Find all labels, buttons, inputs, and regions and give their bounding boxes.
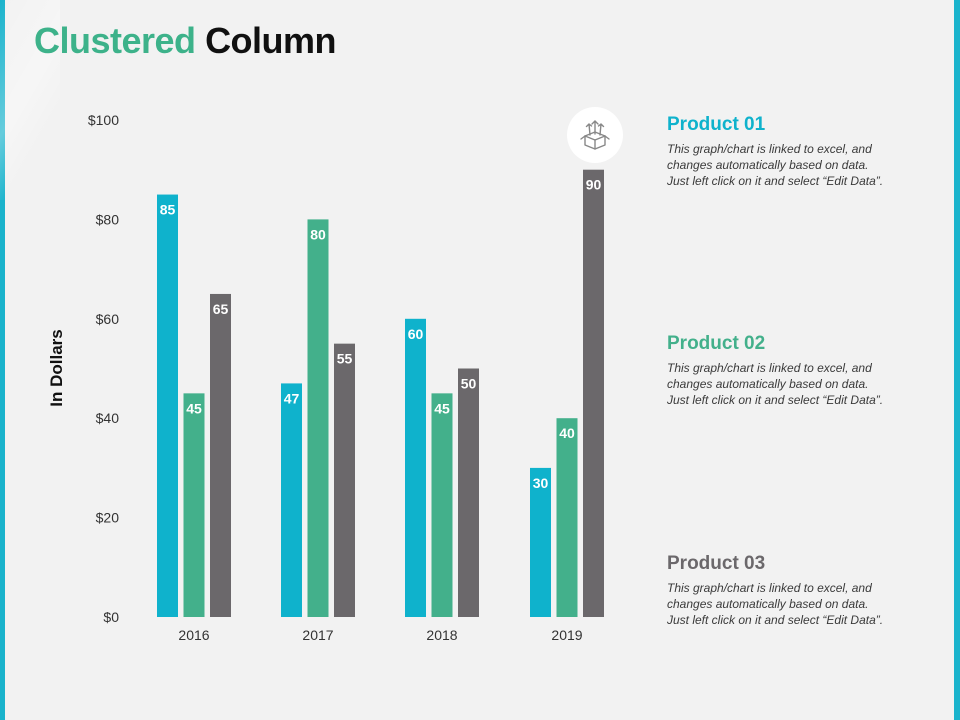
y-tick-label: $0 — [103, 609, 119, 625]
legend-product-01: Product 01 This graph/chart is linked to… — [667, 114, 937, 189]
legend-product-03: Product 03 This graph/chart is linked to… — [667, 553, 937, 628]
bar-2018-product-03 — [458, 368, 479, 617]
bar-2016-product-01 — [157, 194, 178, 618]
legend-desc-product-03: This graph/chart is linked to excel, and… — [667, 580, 937, 628]
data-label: 50 — [461, 376, 477, 392]
y-axis-label: In Dollars — [47, 329, 66, 406]
legend-desc-line: Just left click on it and select “Edit D… — [667, 393, 884, 407]
frame-left-border — [0, 0, 5, 720]
bar-2017-product-01 — [281, 383, 302, 617]
bar-2019-product-01 — [530, 467, 551, 617]
data-label: 80 — [310, 226, 326, 242]
y-tick-label: $60 — [96, 311, 120, 327]
title-part-1: Clustered — [34, 20, 196, 61]
bar-2016-product-03 — [210, 293, 231, 617]
legend-desc-line: changes automatically based on data. — [667, 377, 869, 391]
legend-title-product-03: Product 03 — [667, 553, 766, 574]
x-tick-label: 2016 — [178, 627, 209, 643]
page-title: Clustered Column — [34, 20, 337, 62]
legend-desc-line: Just left click on it and select “Edit D… — [667, 613, 884, 627]
title-part-2: Column — [205, 20, 337, 61]
bar-2017-product-02 — [307, 219, 329, 617]
legend-desc-line: This graph/chart is linked to excel, and — [667, 581, 872, 595]
data-label: 65 — [213, 301, 229, 317]
data-label: 45 — [434, 400, 450, 416]
data-label: 55 — [337, 351, 353, 367]
legend-desc-product-02: This graph/chart is linked to excel, and… — [667, 360, 937, 408]
data-label: 85 — [160, 202, 176, 218]
box-growth-icon-badge — [567, 107, 623, 163]
data-label: 45 — [186, 400, 202, 416]
data-label: 90 — [586, 177, 602, 193]
bar-2018-product-01 — [405, 318, 426, 617]
frame-decoration — [0, 0, 60, 200]
data-label: 40 — [559, 425, 575, 441]
frame-right-border — [954, 0, 960, 720]
bar-2019-product-03 — [583, 169, 604, 617]
legend-desc-line: changes automatically based on data. — [667, 158, 869, 172]
y-tick-label: $80 — [96, 211, 120, 227]
legend-desc-product-01: This graph/chart is linked to excel, and… — [667, 141, 937, 189]
y-tick-label: $20 — [96, 510, 120, 526]
bar-2018-product-02 — [431, 393, 453, 617]
x-tick-label: 2017 — [302, 627, 333, 643]
legend-desc-line: This graph/chart is linked to excel, and — [667, 361, 872, 375]
legend-desc-line: changes automatically based on data. — [667, 597, 869, 611]
y-tick-label: $100 — [88, 112, 119, 128]
data-label: 47 — [284, 390, 300, 406]
bar-2017-product-03 — [334, 343, 355, 617]
x-tick-label: 2019 — [551, 627, 582, 643]
legend-desc-line: This graph/chart is linked to excel, and — [667, 142, 872, 156]
data-label: 60 — [408, 326, 424, 342]
legend-title-product-01: Product 01 — [667, 114, 766, 135]
data-label: 30 — [533, 475, 549, 491]
bar-2019-product-02 — [556, 418, 578, 617]
legend-product-02: Product 02 This graph/chart is linked to… — [667, 333, 937, 408]
bar-2016-product-02 — [183, 393, 205, 617]
legend-title-product-02: Product 02 — [667, 333, 766, 354]
x-tick-label: 2018 — [426, 627, 457, 643]
y-tick-label: $40 — [96, 410, 120, 426]
box-growth-icon — [580, 120, 610, 150]
legend-desc-line: Just left click on it and select “Edit D… — [667, 174, 884, 188]
